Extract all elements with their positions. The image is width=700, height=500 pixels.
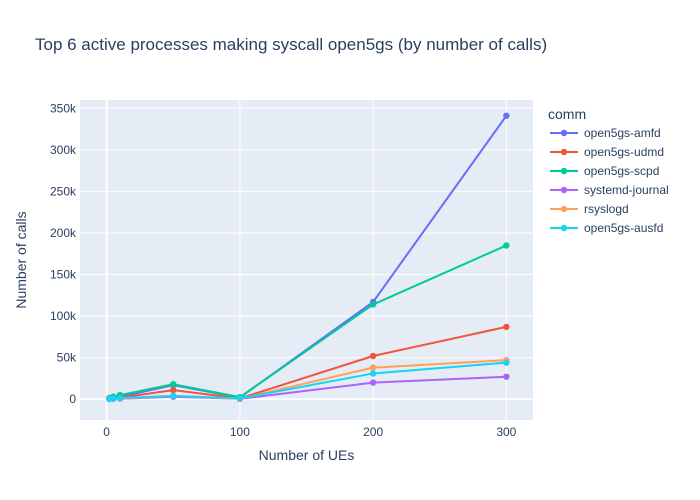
x-axis-title: Number of UEs — [259, 447, 355, 463]
y-tick-label: 250k — [50, 184, 77, 198]
data-point-open5gs-ausfd — [170, 392, 177, 400]
data-point-open5gs-ausfd — [369, 370, 377, 377]
data-point-open5gs-udmd — [170, 386, 177, 394]
y-tick-label: 0 — [69, 392, 76, 406]
series-layer — [106, 112, 510, 403]
y-tick-label: 300k — [50, 143, 77, 157]
legend-swatch-marker — [560, 205, 568, 213]
data-point-systemd-journal — [369, 379, 377, 386]
x-tick-label: 100 — [230, 425, 250, 439]
legend-swatch-marker — [560, 224, 568, 232]
data-point-open5gs-udmd — [369, 352, 377, 360]
data-point-open5gs-amfd — [503, 112, 510, 119]
tick-labels: 0 100 200 300 0 50k 100k 150k 200k 250k 300k 350k — [50, 101, 517, 439]
data-point-open5gs-ausfd — [116, 394, 124, 402]
data-point-rsyslogd — [369, 364, 377, 371]
data-point-open5gs-scpd — [170, 381, 177, 388]
legend-item-rsyslogd[interactable]: rsyslogd — [550, 202, 629, 216]
x-tick-label: 300 — [496, 425, 516, 439]
legend-item-open5gs-udmd[interactable]: open5gs-udmd — [550, 145, 664, 159]
data-point-open5gs-scpd — [503, 242, 510, 249]
chart-title: Top 6 active processes making syscall op… — [35, 35, 547, 54]
x-tick-label: 200 — [363, 425, 383, 439]
legend-item-systemd-journal[interactable]: systemd-journal — [550, 183, 669, 197]
legend-swatch-marker — [560, 148, 568, 156]
legend-swatch-marker — [560, 129, 568, 137]
legend-item-open5gs-amfd[interactable]: open5gs-amfd — [550, 126, 661, 140]
y-tick-label: 100k — [50, 309, 77, 323]
y-tick-label: 200k — [50, 226, 77, 240]
data-point-open5gs-udmd — [503, 323, 510, 331]
legend-swatch-marker — [560, 167, 568, 175]
legend-item-open5gs-scpd[interactable]: open5gs-scpd — [550, 164, 659, 178]
y-tick-label: 150k — [50, 268, 77, 282]
data-point-open5gs-ausfd — [503, 359, 510, 366]
legend-label: open5gs-amfd — [584, 126, 661, 140]
gridlines — [80, 100, 533, 420]
data-point-systemd-journal — [503, 373, 510, 380]
y-tick-label: 50k — [57, 351, 77, 365]
data-point-open5gs-ausfd — [236, 395, 244, 402]
legend-label: rsyslogd — [584, 202, 629, 216]
plot-area — [80, 100, 533, 420]
y-axis-title: Number of calls — [13, 211, 29, 308]
x-tick-label: 0 — [103, 425, 110, 439]
legend-label: open5gs-scpd — [584, 164, 659, 178]
legend-item-open5gs-ausfd[interactable]: open5gs-ausfd — [550, 221, 663, 235]
series-open5gs-ausfd — [106, 359, 510, 403]
data-point-open5gs-ausfd — [110, 395, 117, 402]
legend-label: open5gs-udmd — [584, 145, 664, 159]
legend-title: comm — [548, 106, 586, 122]
y-tick-label: 350k — [50, 101, 77, 115]
data-point-open5gs-scpd — [369, 301, 377, 308]
legend: comm open5gs-amfd open5gs-udmd open5gs-scp… — [548, 106, 669, 235]
legend-label: systemd-journal — [584, 183, 669, 197]
legend-swatch-marker — [560, 186, 568, 194]
legend-label: open5gs-ausfd — [584, 221, 663, 235]
